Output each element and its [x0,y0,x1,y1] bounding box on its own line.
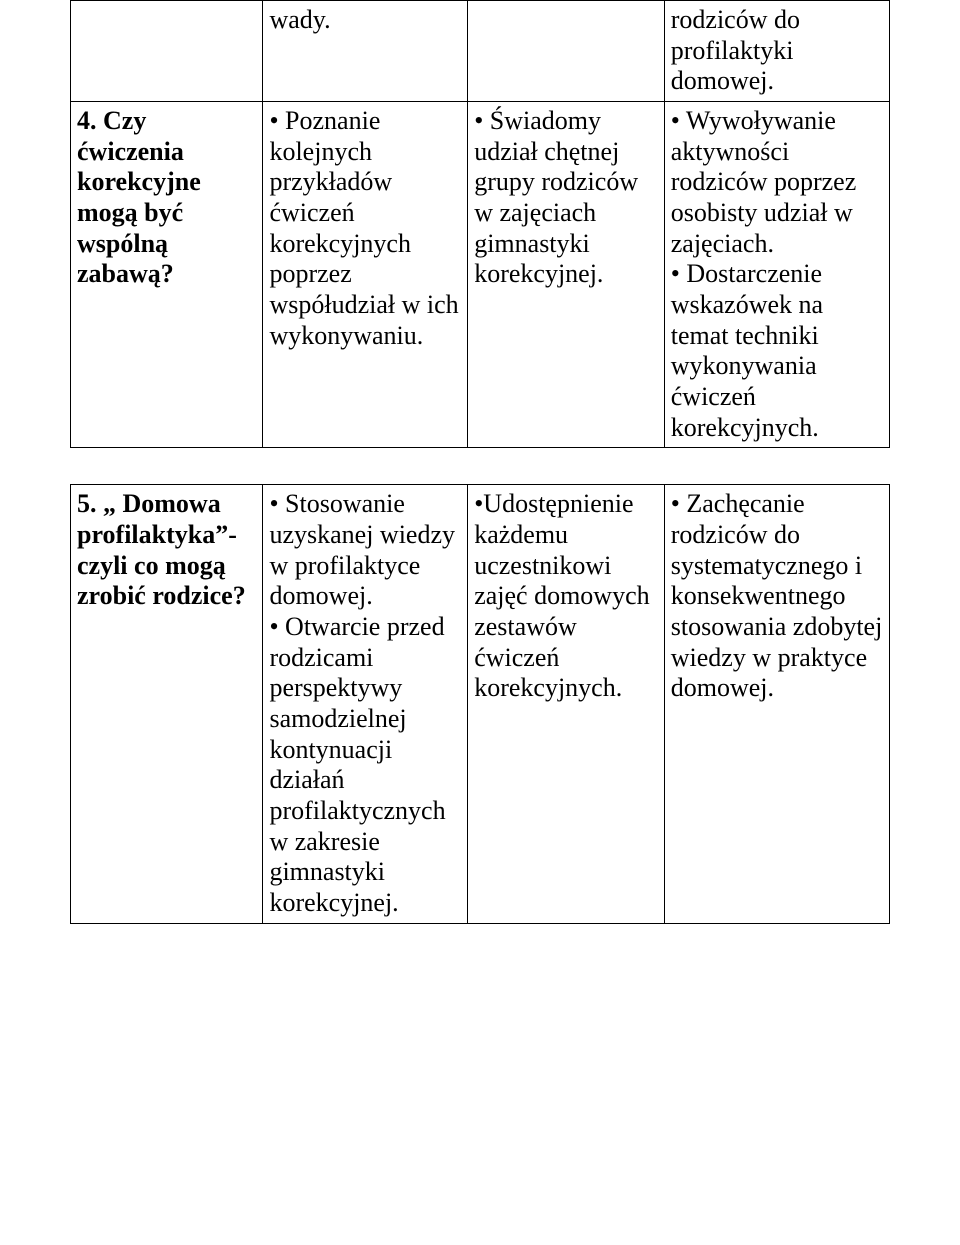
cell-r2-c2: • Stosowanie uzyskanej wiedzy w profilak… [263,485,468,923]
document-page: wady. rodziców do profilaktyki domowej. … [0,0,960,984]
cell-r1-c4: • Wywoływanie aktywności rodziców poprze… [664,102,889,448]
content-table-upper: wady. rodziców do profilaktyki domowej. … [70,0,890,448]
cell-r0-c2: wady. [263,1,468,102]
table-row: 4. Czy ćwiczenia korekcyjne mogą być wsp… [71,102,890,448]
cell-r0-c4: rodziców do profilaktyki domowej. [664,1,889,102]
table-row: 5. „ Domowa profilaktyka”- czyli co mogą… [71,485,890,923]
cell-r1-c2: • Poznanie kolejnych przykładów ćwiczeń … [263,102,468,448]
cell-r1-c1-header: 4. Czy ćwiczenia korekcyjne mogą być wsp… [71,102,263,448]
cell-r2-c4: • Zachęcanie rodziców do systematycznego… [664,485,889,923]
cell-r0-c1 [71,1,263,102]
table-row: wady. rodziców do profilaktyki domowej. [71,1,890,102]
content-table-lower: 5. „ Domowa profilaktyka”- czyli co mogą… [70,484,890,923]
cell-r2-c1-header: 5. „ Domowa profilaktyka”- czyli co mogą… [71,485,263,923]
cell-r0-c3 [468,1,665,102]
cell-r2-c3: •Udostępnienie każdemu uczestnikowi zaję… [468,485,665,923]
cell-r1-c3: • Świadomy udział chętnej grupy rodziców… [468,102,665,448]
